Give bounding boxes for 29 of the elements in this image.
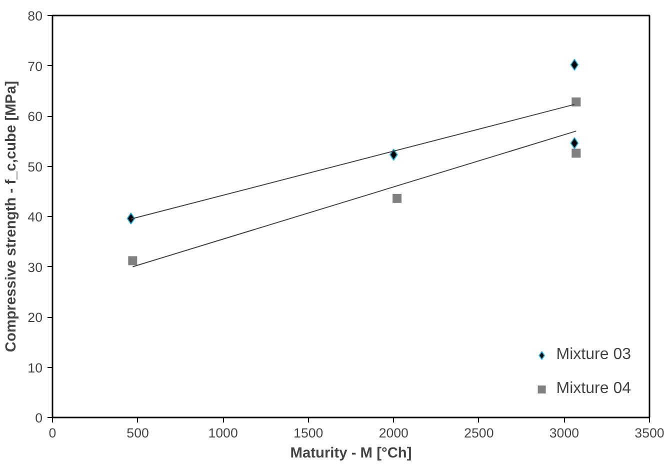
x-tick-label: 1500 [294, 426, 324, 440]
legend-label: Mixture 03 [556, 346, 631, 364]
legend-label: Mixture 04 [556, 380, 631, 398]
y-tick-label: 50 [28, 159, 43, 174]
y-tick-label: 60 [28, 109, 43, 124]
y-tick-label: 30 [28, 260, 43, 275]
y-tick-label: 70 [28, 58, 43, 74]
point [392, 194, 402, 203]
point [572, 97, 581, 106]
y-tick-label: 40 [28, 210, 43, 224]
point [126, 212, 136, 225]
point [572, 148, 581, 158]
y-axis-title: Compressive strength - f_c,cube [MPa] [4, 80, 20, 352]
x-tick-label: 2500 [464, 426, 494, 440]
x-tick-label: 500 [126, 426, 149, 440]
x-tick-label: 1000 [208, 426, 238, 440]
y-tick-label: 80 [28, 8, 43, 24]
x-tick-label: 3500 [634, 426, 664, 440]
point [389, 148, 398, 161]
y-tick-label: 0 [35, 410, 43, 426]
point [570, 58, 579, 71]
y-tick-label: 20 [28, 310, 43, 325]
point [128, 256, 138, 266]
x-tick-label: 3000 [549, 426, 580, 440]
point [570, 137, 579, 150]
x-axis-title: Maturity - M [°Ch] [290, 446, 412, 462]
x-tick-label: 0 [48, 426, 56, 440]
y-tick-label: 10 [28, 360, 43, 376]
x-tick-label: 2000 [378, 426, 408, 440]
